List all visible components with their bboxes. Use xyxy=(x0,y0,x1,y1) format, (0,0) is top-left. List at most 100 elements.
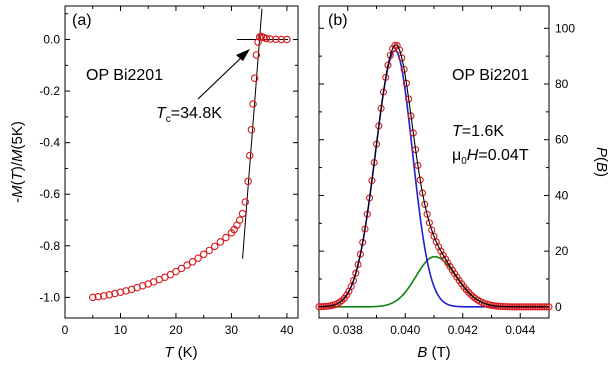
data-point xyxy=(249,100,257,108)
x-tick-label: 30 xyxy=(225,323,239,337)
data-point xyxy=(467,291,475,299)
panel-b-ticks: 0.038 0.040 0.042 0.044 0 20 40 60 80 100 xyxy=(318,6,575,337)
temperature-annotation: T=1.6K xyxy=(452,123,504,140)
data-point xyxy=(172,267,180,276)
data-point xyxy=(183,261,191,269)
y-tick-label: 0.0 xyxy=(43,33,60,47)
data-point xyxy=(444,259,452,267)
y-tick-label: -0.6 xyxy=(39,187,60,201)
x-tick-label: 0.040 xyxy=(390,323,420,337)
data-point xyxy=(338,296,346,305)
y-tick-label: -0.4 xyxy=(39,136,60,150)
x-tick-label: 20 xyxy=(169,323,183,337)
data-point xyxy=(166,270,175,279)
panel-b-x-axis-label: B (T) xyxy=(417,344,450,361)
panel-b-sample-annotation: OP Bi2201 xyxy=(452,67,529,84)
panel-b-y-axis-label: P(B) xyxy=(593,147,609,177)
data-point xyxy=(238,209,247,218)
data-point xyxy=(354,260,362,269)
data-point xyxy=(347,282,355,291)
panel-a-x-axis-label: T (K) xyxy=(164,344,197,361)
data-point xyxy=(352,269,360,277)
panel-a: 0 10 20 30 40 0.0 -0.2 -0.4 -0.6 -0.8 -1.0 (a) OP … xyxy=(9,5,299,361)
data-point xyxy=(349,276,358,285)
data-point xyxy=(236,216,244,224)
data-point xyxy=(252,51,261,59)
panel-b: 0.038 0.040 0.042 0.044 0 20 40 60 80 100 (b) OP … xyxy=(315,5,609,361)
data-point xyxy=(448,266,456,274)
data-point xyxy=(250,74,259,82)
y-tick-label: 80 xyxy=(555,77,569,91)
data-point xyxy=(111,289,119,298)
data-point xyxy=(464,288,473,296)
data-point xyxy=(222,233,230,242)
total-fit-curve xyxy=(318,44,549,308)
data-point xyxy=(254,38,262,46)
panel-a-ticks: 0 10 20 30 40 0.0 -0.2 -0.4 -0.6 -0.8 -1.0 xyxy=(39,6,298,337)
y-tick-label: -1.0 xyxy=(39,290,60,304)
fit-line xyxy=(242,8,263,259)
data-point xyxy=(211,242,219,251)
panel-a-y-axis-label: -M(T)/M(5K) xyxy=(9,121,26,203)
data-point xyxy=(216,238,225,246)
tc-annotation: Tc=34.8K xyxy=(156,105,222,125)
panel-a-label: (a) xyxy=(72,12,92,29)
data-point xyxy=(199,250,208,259)
data-point xyxy=(441,255,450,263)
data-point xyxy=(241,198,250,206)
data-point xyxy=(88,293,97,302)
y-tick-label: 60 xyxy=(555,133,569,147)
data-point xyxy=(262,34,271,43)
panel-b-curves xyxy=(318,49,549,308)
data-point xyxy=(177,264,186,273)
x-tick-label: 0.038 xyxy=(333,323,363,337)
data-point xyxy=(384,61,392,69)
data-point xyxy=(116,288,125,296)
data-point xyxy=(395,46,404,54)
data-point xyxy=(272,35,280,44)
y-tick-label: 20 xyxy=(555,244,569,258)
data-point xyxy=(194,254,202,262)
panel-b-data-points xyxy=(315,41,553,311)
data-point xyxy=(391,41,399,49)
tc-arrow-line xyxy=(197,54,245,100)
data-point xyxy=(266,35,275,43)
data-point xyxy=(386,51,394,59)
data-point xyxy=(283,35,291,44)
data-point xyxy=(277,35,286,44)
data-point xyxy=(451,270,459,278)
y-tick-label: 40 xyxy=(555,188,569,202)
y-tick-label: 100 xyxy=(555,21,575,35)
y-tick-label: -0.8 xyxy=(39,239,60,253)
data-point xyxy=(245,151,254,160)
data-point xyxy=(247,126,256,134)
x-tick-label: 0 xyxy=(62,323,69,337)
data-point xyxy=(94,292,103,301)
data-point xyxy=(423,210,431,218)
data-point xyxy=(446,262,454,271)
panel-a-fit-lines xyxy=(236,8,289,259)
data-point xyxy=(425,219,433,227)
x-tick-label: 10 xyxy=(114,323,128,337)
data-point xyxy=(100,292,108,300)
panel-a-data-points xyxy=(88,32,291,302)
x-tick-label: 0.044 xyxy=(505,323,535,337)
x-tick-label: 0.042 xyxy=(448,323,478,337)
data-point xyxy=(244,177,252,186)
panel-a-frame xyxy=(64,5,299,319)
data-point xyxy=(343,291,351,299)
data-point xyxy=(428,226,436,234)
field-annotation: μ0H=0.04T xyxy=(452,147,529,167)
tc-arrow-head xyxy=(236,49,250,61)
data-point xyxy=(105,291,114,299)
data-point xyxy=(398,54,406,62)
data-point xyxy=(188,258,197,266)
y-tick-label: -0.2 xyxy=(39,84,60,98)
data-point xyxy=(439,251,447,259)
component-1-curve xyxy=(318,49,549,308)
x-tick-label: 40 xyxy=(280,323,294,337)
y-tick-label: 0 xyxy=(555,300,562,314)
data-point xyxy=(421,200,429,208)
data-point xyxy=(356,250,364,258)
